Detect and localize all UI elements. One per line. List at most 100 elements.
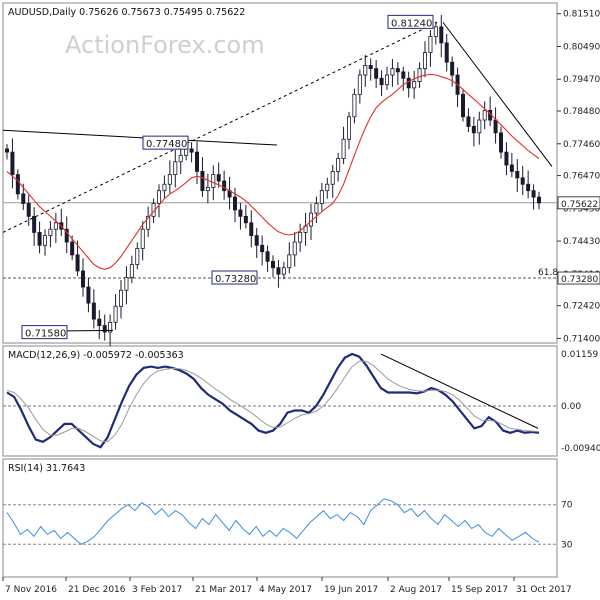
candle-body — [412, 81, 417, 89]
candle-body — [336, 158, 341, 172]
price-level-box — [21, 325, 68, 340]
price-ytick-label: 0.77460 — [563, 140, 600, 150]
price-ytick-label: 0.75450 — [563, 204, 600, 214]
macd-pane-frame — [2, 345, 558, 457]
price-level-label: 0.77480 — [146, 139, 187, 150]
moving-average-line — [6, 73, 540, 270]
candle-body — [200, 170, 205, 192]
candle-body — [520, 177, 525, 185]
price-level-box — [211, 270, 258, 285]
xtick-label: 2 Aug 2017 — [390, 585, 442, 595]
candle-body — [129, 264, 134, 278]
candle-body — [346, 116, 351, 140]
candle-body — [232, 196, 237, 211]
candle-body — [222, 180, 227, 192]
candle-body — [417, 68, 422, 82]
candle-body — [70, 241, 75, 256]
candle-body — [270, 260, 275, 269]
candle-body — [37, 232, 42, 246]
candle-body — [26, 203, 31, 217]
candle-body — [450, 61, 455, 76]
price-level-box — [387, 14, 434, 29]
price-ytick-label: 0.78480 — [563, 107, 600, 117]
candle-body — [146, 215, 151, 230]
xtick-label: 7 Nov 2016 — [5, 585, 57, 595]
candle-body — [515, 170, 520, 179]
macd-line — [6, 352, 540, 449]
macd-title: MACD(12,26,9) -0.005972 -0.005363 — [8, 350, 184, 361]
candle-body — [265, 251, 270, 262]
candle-body — [357, 74, 362, 95]
candle-body — [374, 68, 379, 79]
candle-body — [53, 222, 58, 230]
candle-body — [390, 68, 395, 76]
candle-body — [352, 93, 357, 118]
price-ytick-label: 0.81510 — [563, 10, 600, 20]
macd-ytick-label: -0.009408 — [561, 444, 600, 454]
support-price-label: 0.73280 — [561, 275, 598, 285]
price-ytick-label: 0.72420 — [563, 302, 600, 312]
price-level-box — [142, 135, 189, 150]
candle-body — [341, 138, 346, 159]
candle-body — [216, 174, 221, 182]
candle-body — [21, 193, 26, 204]
candle-body — [422, 52, 427, 70]
candle-body — [477, 119, 482, 134]
candle-body — [498, 132, 503, 153]
candle-body — [189, 148, 194, 153]
candle-body — [509, 164, 514, 172]
candle-body — [243, 215, 248, 224]
watermark: ActionForex.com — [65, 31, 265, 59]
rsi-line — [6, 498, 540, 545]
candle-body — [119, 289, 124, 307]
candle-body — [401, 71, 406, 79]
candle-body — [162, 183, 167, 192]
candle-body — [75, 254, 80, 272]
macd-ytick-label: 0.00 — [561, 402, 581, 412]
candle-body — [493, 119, 498, 134]
candle-body — [32, 215, 37, 233]
rsi-ytick-label: 30 — [561, 540, 573, 550]
candle-body — [140, 228, 145, 249]
candle-body — [314, 203, 319, 214]
candle-body — [15, 174, 20, 195]
symbol-line: AUDUSD,Daily 0.75626 0.75673 0.75495 0.7… — [8, 7, 245, 18]
candle-body — [48, 228, 53, 237]
candle-body — [292, 241, 297, 256]
fib-level-label: 61.8 — [538, 268, 558, 278]
candle-body — [238, 209, 243, 217]
current-price-label: 0.75622 — [561, 200, 598, 210]
candle-body — [64, 228, 69, 243]
candle-body — [276, 267, 281, 275]
candle-body — [211, 174, 216, 188]
macd-layer — [3, 352, 557, 449]
xtick-label: 3 Feb 2017 — [132, 585, 182, 595]
xtick-label: 15 Sep 2017 — [451, 585, 508, 595]
price-ytick-label: 0.79470 — [563, 75, 600, 85]
candle-body — [384, 74, 389, 86]
xtick-label: 31 Oct 2017 — [516, 585, 572, 595]
candle-body — [173, 161, 178, 176]
candle-body — [260, 244, 265, 253]
candle-body — [471, 126, 476, 134]
candle-body — [444, 42, 449, 63]
candle-body — [10, 151, 15, 176]
candle-body — [325, 183, 330, 192]
rising-dashed-trendline — [2, 21, 438, 233]
xtick-label: 21 Dec 2016 — [68, 585, 126, 595]
candle-body — [330, 170, 335, 185]
candle-body — [466, 116, 471, 127]
candle-body — [5, 148, 10, 153]
xtick-label: 19 Jun 2017 — [324, 585, 378, 595]
candle-body — [287, 254, 292, 269]
rsi-pane-frame — [2, 458, 558, 578]
price-level-label: 0.81240 — [391, 18, 432, 29]
candle-body — [439, 26, 444, 44]
candle-body — [113, 305, 118, 323]
price-ytick-label: 0.80490 — [563, 42, 600, 52]
current-price-box — [557, 196, 600, 210]
candle-body — [194, 151, 199, 172]
candle-body — [531, 190, 536, 198]
candle-body — [135, 248, 140, 265]
resistance-trendline — [2, 129, 278, 146]
